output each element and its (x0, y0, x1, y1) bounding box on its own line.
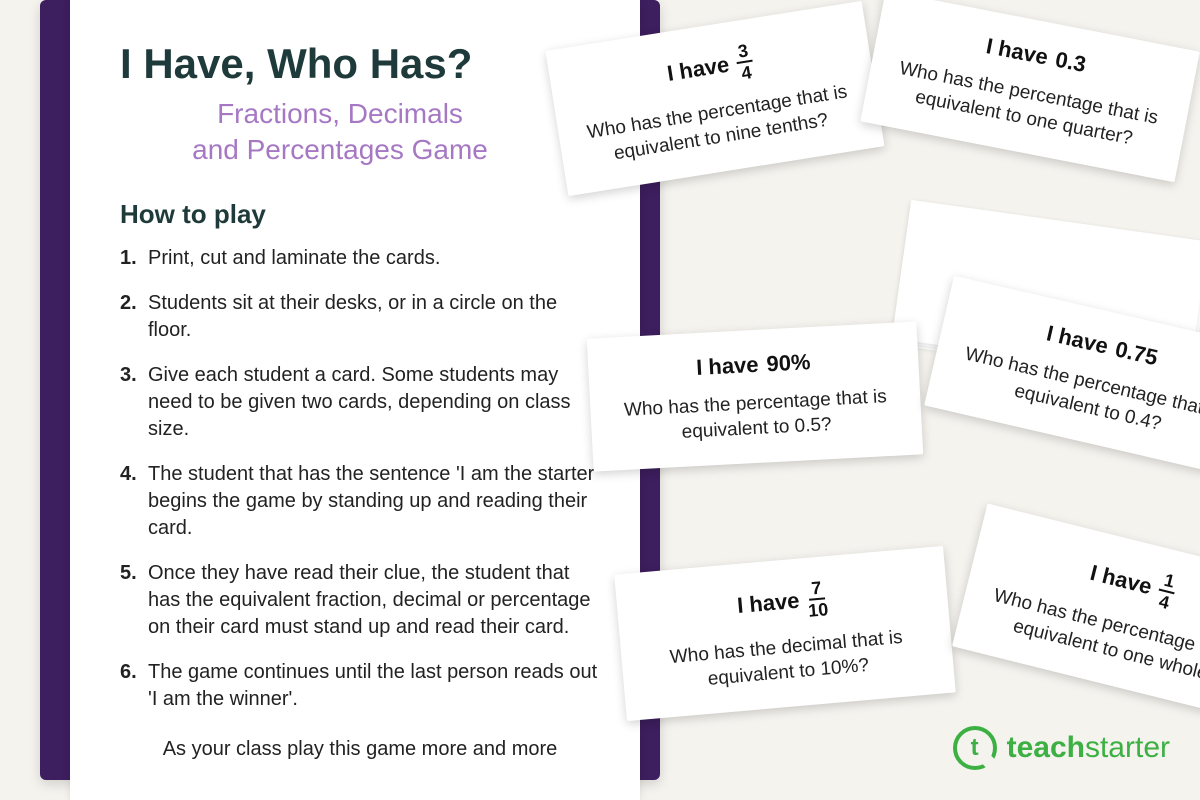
logo-circle-icon: t (953, 726, 997, 770)
card-have-prefix: I have (1044, 320, 1111, 359)
logo-text-bold: teach (1007, 731, 1085, 764)
card-have-prefix: I have (984, 33, 1050, 70)
step-item: Students sit at their desks, or in a cir… (120, 290, 600, 344)
instruction-sheet: I Have, Who Has? Fractions, Decimals and… (70, 0, 640, 800)
fraction-denominator: 10 (807, 599, 829, 620)
subtitle-line-1: Fractions, Decimals (217, 98, 463, 129)
fraction-denominator: 4 (740, 62, 753, 82)
card-have: I have 90% (606, 344, 901, 385)
fraction-icon: 7 10 (806, 578, 829, 620)
footer-text: As your class play this game more and mo… (120, 738, 600, 761)
card-have-prefix: I have (696, 352, 760, 381)
card-have: I have 7 10 (634, 569, 930, 634)
how-to-play-heading: How to play (120, 199, 600, 230)
game-card: I have 1 4 Who has the percentage that i… (952, 503, 1200, 723)
fraction-icon: 1 4 (1154, 570, 1179, 613)
card-have-prefix: I have (1088, 560, 1155, 600)
fraction-denominator: 4 (1157, 591, 1171, 612)
game-card: I have 90% Who has the percentage that i… (587, 321, 924, 471)
card-question: Who has the decimal that is equivalent t… (639, 623, 936, 698)
game-card: I have 0.3 Who has the percentage that i… (860, 0, 1200, 183)
card-have-value: 90% (766, 349, 811, 377)
page-title: I Have, Who Has? (120, 40, 600, 88)
card-have-prefix: I have (736, 588, 800, 619)
step-item: Give each student a card. Some students … (120, 362, 600, 443)
step-item: Once they have read their clue, the stud… (120, 560, 600, 641)
steps-list: Print, cut and laminate the cards. Stude… (120, 245, 600, 713)
step-item: The student that has the sentence 'I am … (120, 461, 600, 542)
card-have-prefix: I have (665, 52, 731, 87)
step-item: Print, cut and laminate the cards. (120, 245, 600, 272)
subtitle-line-2: and Percentages Game (192, 134, 488, 165)
logo-text-rest: starter (1085, 731, 1170, 764)
step-item: The game continues until the last person… (120, 659, 600, 713)
logo-letter: t (971, 734, 979, 762)
page-subtitle: Fractions, Decimals and Percentages Game (120, 96, 600, 169)
card-question: Who has the percentage that is equivalen… (608, 384, 904, 449)
fraction-icon: 3 4 (734, 41, 756, 83)
teachstarter-logo: t teachstarter (953, 726, 1170, 770)
fraction-numerator: 7 (808, 578, 826, 600)
game-card: I have 7 10 Who has the decimal that is … (614, 546, 956, 722)
card-have-value: 0.3 (1053, 47, 1088, 78)
fraction-numerator: 3 (734, 41, 753, 64)
card-have-value: 0.75 (1113, 336, 1161, 371)
